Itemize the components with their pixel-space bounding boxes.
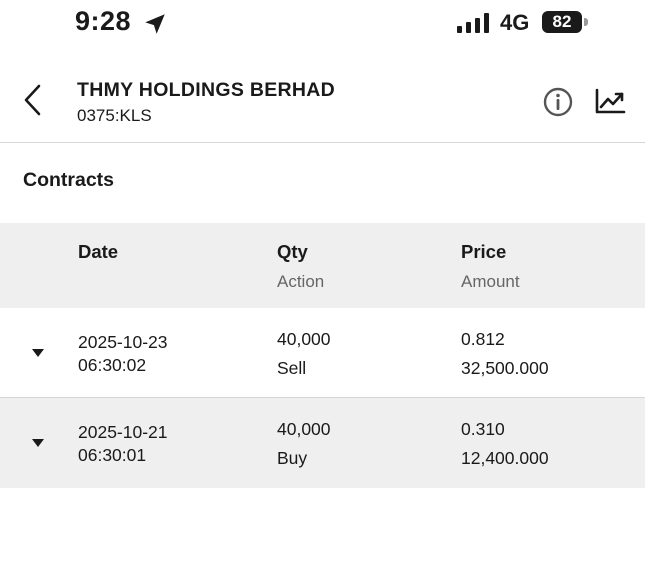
column-header-amount: Amount <box>461 272 520 291</box>
table-row[interactable]: 2025-10-23 06:30:02 40,000 Sell 0.812 32… <box>0 308 645 398</box>
caret-down-icon[interactable] <box>30 348 46 358</box>
row-amount: 12,400.000 <box>461 448 549 468</box>
chart-trend-icon[interactable] <box>594 88 626 116</box>
column-header-qty: Qty <box>277 241 308 262</box>
signal-bars-icon <box>457 13 489 33</box>
battery-level: 82 <box>542 11 582 33</box>
battery-icon: 82 <box>542 11 590 35</box>
row-time: 06:30:02 <box>78 355 147 375</box>
row-time: 06:30:01 <box>78 445 147 465</box>
row-date: 2025-10-23 <box>78 332 168 352</box>
table-row[interactable]: 2025-10-21 06:30:01 40,000 Buy 0.310 12,… <box>0 397 645 488</box>
row-qty: 40,000 <box>277 419 331 439</box>
column-header-price: Price <box>461 241 507 262</box>
column-header-action: Action <box>277 272 325 291</box>
row-action: Sell <box>277 358 307 378</box>
row-date: 2025-10-21 <box>78 422 168 442</box>
caret-down-icon[interactable] <box>30 438 46 448</box>
column-header-date: Date <box>78 241 119 262</box>
battery-tip <box>584 18 588 26</box>
page-title: THMY HOLDINGS BERHAD <box>77 79 336 101</box>
row-action: Buy <box>277 448 308 468</box>
row-amount: 32,500.000 <box>461 358 549 378</box>
row-price: 0.310 <box>461 419 505 439</box>
status-time: 9:28 <box>75 6 132 36</box>
status-bar: 9:28 4G 82 <box>0 0 645 48</box>
row-qty: 40,000 <box>277 329 331 349</box>
table-header: Date Qty Action Price Amount <box>0 223 645 308</box>
ticker-code: 0375:KLS <box>77 106 152 125</box>
info-icon[interactable] <box>542 86 574 118</box>
row-price: 0.812 <box>461 329 505 349</box>
page-header: THMY HOLDINGS BERHAD 0375:KLS <box>0 62 645 143</box>
network-type: 4G <box>500 10 530 35</box>
section-title: Contracts <box>23 169 115 191</box>
location-arrow-icon <box>145 14 165 34</box>
chevron-left-icon[interactable] <box>18 80 48 120</box>
